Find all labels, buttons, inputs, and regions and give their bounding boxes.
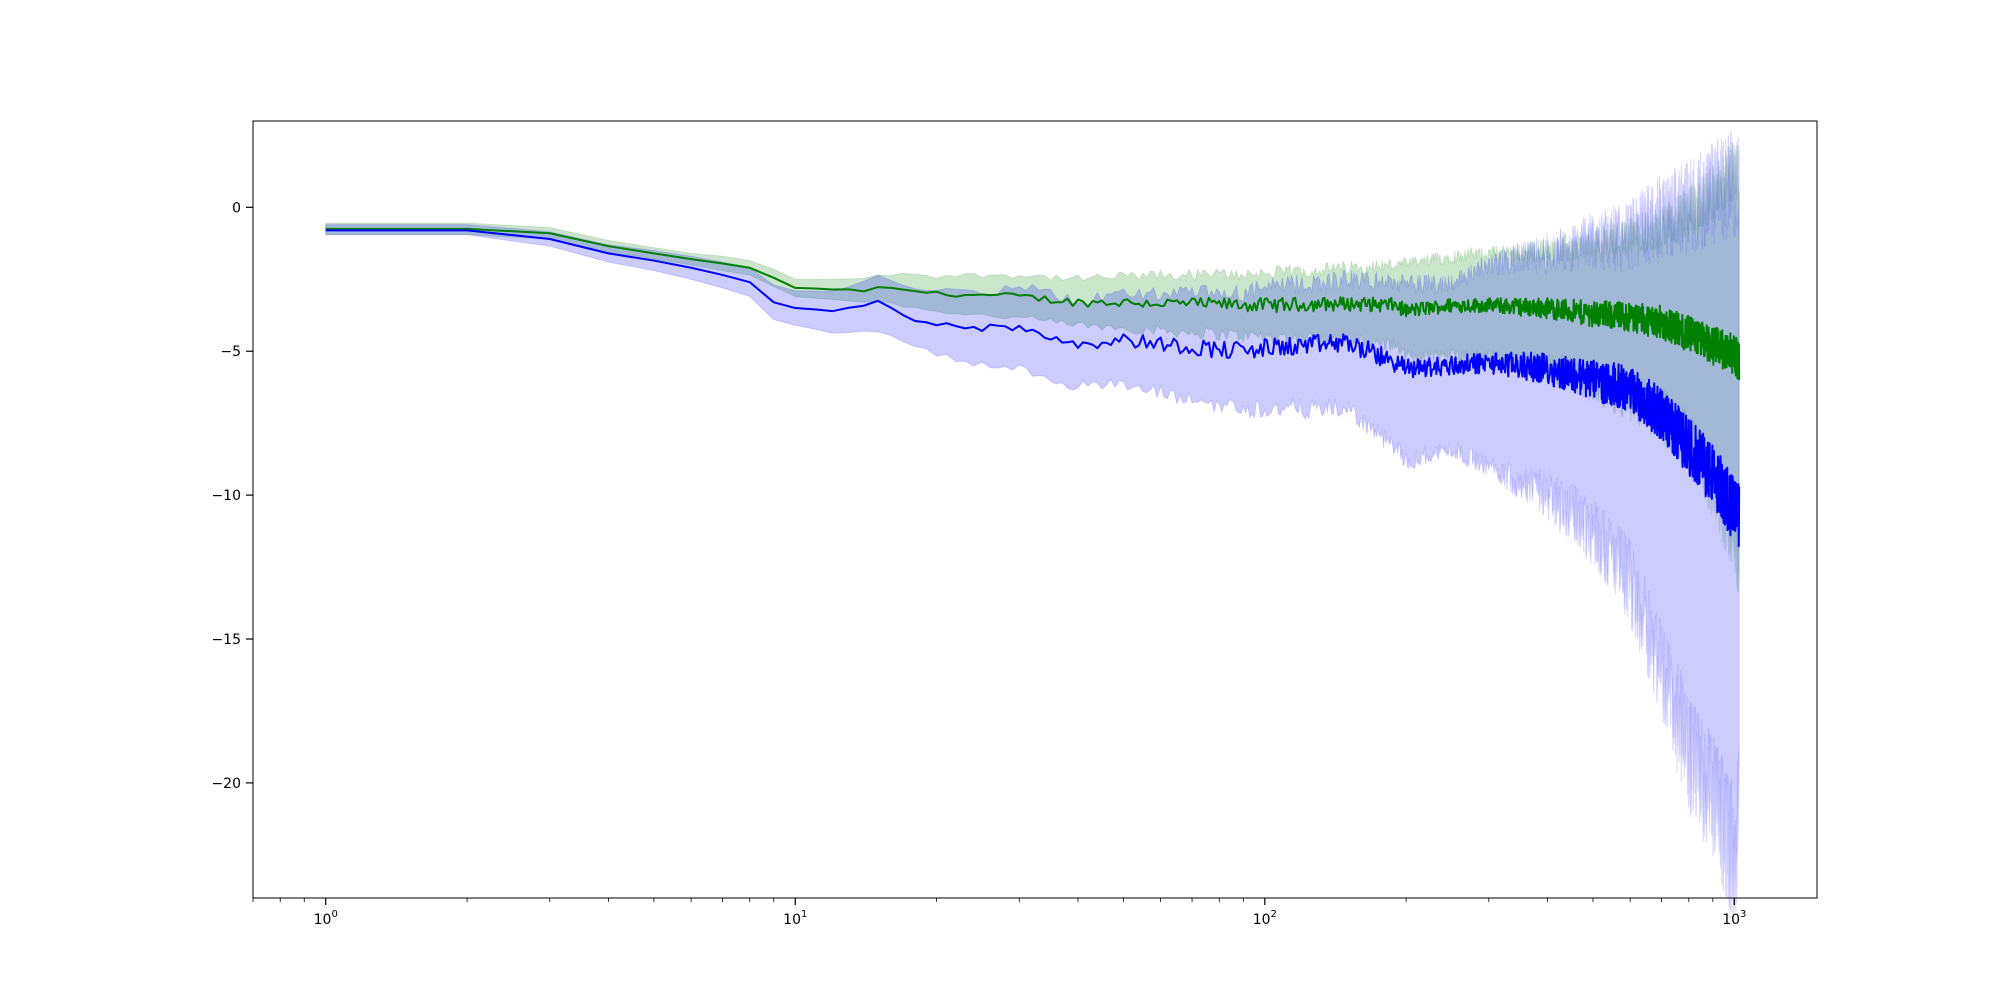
y-tick-label: −20 <box>211 776 241 792</box>
series-2-band <box>325 131 1740 922</box>
x-tick-label: 101 <box>783 909 807 928</box>
y-axis: 0 −5 −10 −15 −20 <box>211 200 253 792</box>
mean-lines <box>325 227 1741 548</box>
x-tick-label: 102 <box>1253 909 1277 928</box>
y-tick-label: 0 <box>232 200 241 216</box>
confidence-bands <box>325 131 1740 922</box>
y-tick-label: −15 <box>211 632 241 648</box>
plot-frame <box>252 120 1818 899</box>
y-tick-label: −5 <box>220 344 241 360</box>
x-axis: 100 101 102 103 <box>252 898 1746 928</box>
x-tick-label: 100 <box>314 909 338 928</box>
y-tick-label: −10 <box>211 488 241 504</box>
x-tick-label: 103 <box>1722 909 1746 928</box>
series-1-line <box>325 227 1741 380</box>
series-2-line <box>325 229 1741 548</box>
